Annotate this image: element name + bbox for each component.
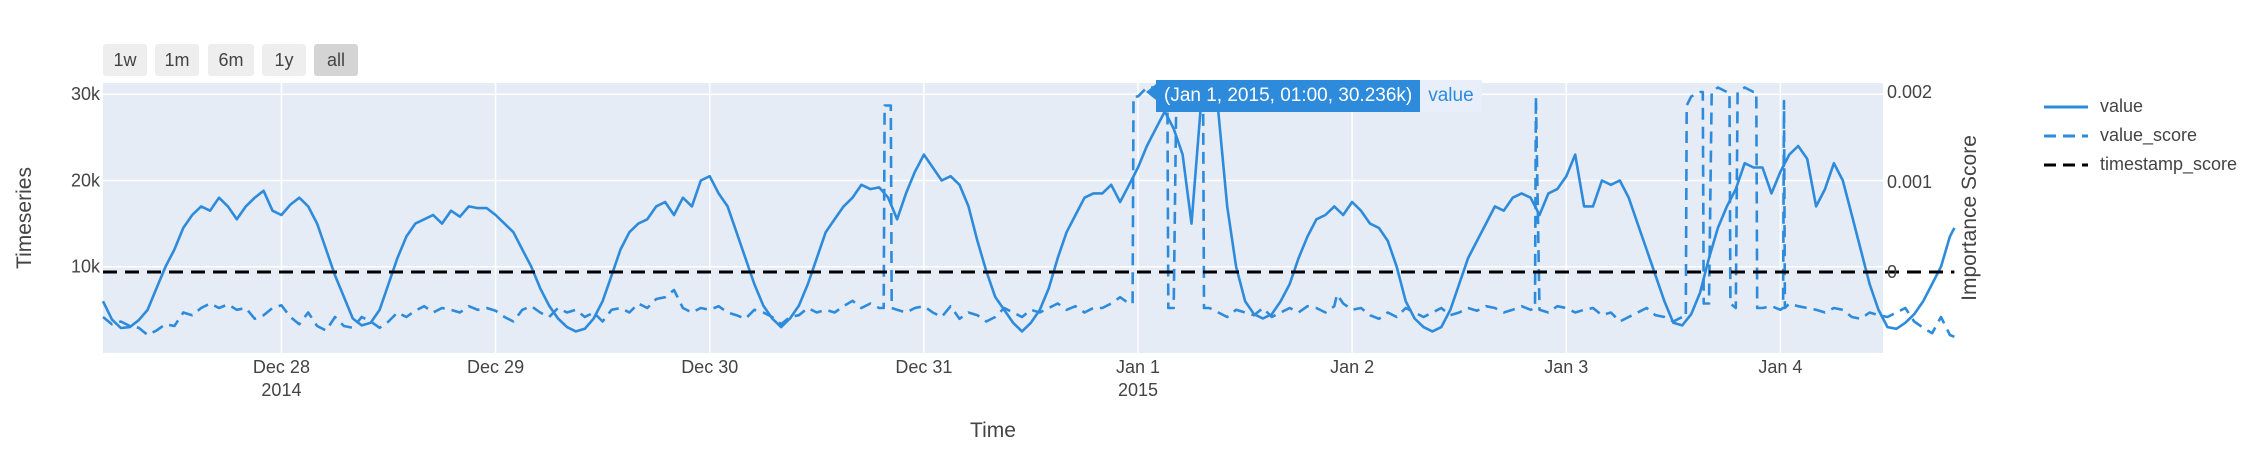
grid-lines <box>103 83 1883 353</box>
legend-swatch <box>2044 134 2088 137</box>
x-axis-title: Time <box>970 419 1016 442</box>
y2-tick-label: 0.001 <box>1887 172 1932 192</box>
x-tick-label: Jan 1 <box>1116 357 1160 377</box>
legend-swatch <box>2044 163 2088 166</box>
x-tick-label: Jan 3 <box>1544 357 1588 377</box>
y2-tick-label: 0 <box>1887 262 1897 282</box>
x-tick-year-label: 2015 <box>1118 380 1158 400</box>
legend-label: value_score <box>2100 125 2198 145</box>
y2-tick-label: 0.002 <box>1887 82 1932 102</box>
legend-label: timestamp_score <box>2100 154 2238 174</box>
legend-item-value[interactable]: value <box>2042 92 2237 121</box>
y-tick-label: 10k <box>71 257 101 277</box>
legend-item-timestamp_score[interactable]: timestamp_score <box>2042 150 2237 179</box>
legend-item-value_score[interactable]: value_score <box>2042 121 2237 150</box>
y-tick-label: 20k <box>71 170 101 190</box>
y-axis-ticks: 10k 20k 30k <box>71 84 101 277</box>
y2-axis-title: Importance Score <box>1958 135 1981 301</box>
series-line-value[interactable] <box>101 90 1956 333</box>
range-button-6m[interactable]: 6m <box>208 44 254 76</box>
x-axis-ticks: Dec 28 2014 Dec 29 Dec 30 Dec 31 Jan 1 2015 Jan… <box>253 357 1802 400</box>
legend-label: value <box>2100 96 2144 116</box>
x-tick-year-label: 2014 <box>261 380 301 400</box>
plot-area[interactable] <box>103 83 1883 353</box>
x-tick-label: Dec 28 <box>253 357 310 377</box>
series-line-value_score[interactable] <box>102 86 1955 339</box>
y2-axis-ticks: 0 0.001 0.002 <box>1887 82 1932 282</box>
y-tick-label: 30k <box>71 84 101 104</box>
range-button-1m[interactable]: 1m <box>155 44 199 76</box>
x-tick-label: Dec 31 <box>895 357 952 377</box>
range-button-1w[interactable]: 1w <box>103 44 147 76</box>
range-button-1y[interactable]: 1y <box>262 44 306 76</box>
legend: value value_score timestamp_score <box>2042 92 2237 179</box>
range-button-all[interactable]: all <box>314 44 358 76</box>
x-tick-label: Dec 30 <box>681 357 738 377</box>
hover-value-box: (Jan 1, 2015, 01:00, 30.236k) <box>1146 80 1421 112</box>
x-tick-label: Dec 29 <box>467 357 524 377</box>
hover-value-text: (Jan 1, 2015, 01:00, 30.236k) <box>1164 85 1413 106</box>
x-tick-label: Jan 2 <box>1330 357 1374 377</box>
series-layer <box>101 86 1956 339</box>
hover-series-name: value <box>1420 80 1482 112</box>
x-tick-label: Jan 4 <box>1758 357 1802 377</box>
hover-pointer-arrow <box>1146 84 1156 100</box>
hover-tooltip: (Jan 1, 2015, 01:00, 30.236k) value <box>1146 80 1482 112</box>
legend-swatch <box>2044 105 2088 108</box>
y-axis-title: Timeseries <box>13 167 36 269</box>
